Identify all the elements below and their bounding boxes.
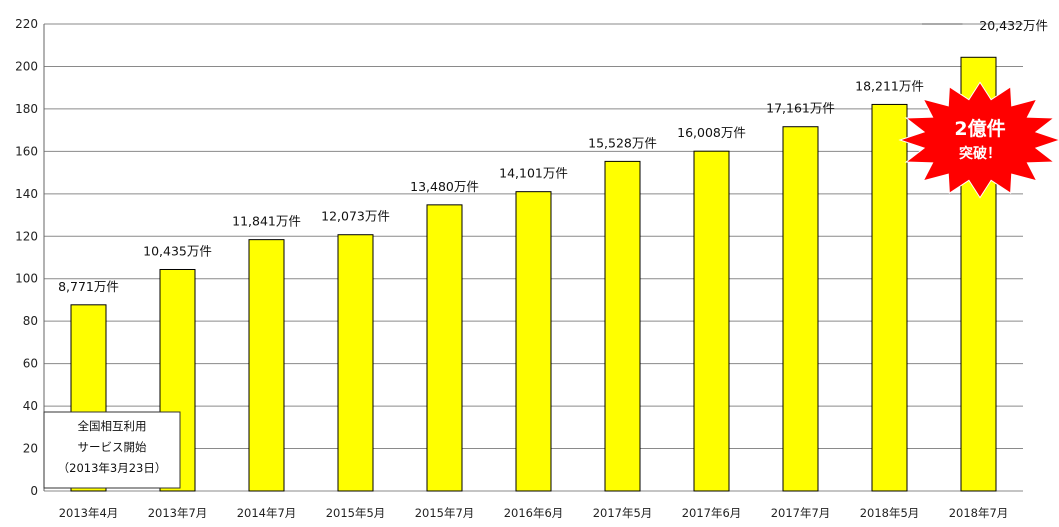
- x-axis-labels: 2013年4月 2013年7月 2014年7月 2015年5月 2015年7月 2016年…: [59, 506, 1009, 520]
- x-tick-label: 2013年4月: [59, 506, 119, 520]
- x-tick-label: 2014年7月: [237, 506, 297, 520]
- data-label: 16,008万件: [677, 125, 746, 140]
- y-tick-label: 0: [30, 484, 38, 498]
- data-label: 10,435万件: [143, 243, 212, 258]
- y-tick-label: 160: [15, 144, 38, 158]
- x-tick-label: 2018年7月: [949, 506, 1009, 520]
- x-tick-label: 2018年5月: [860, 506, 920, 520]
- y-tick-label: 100: [15, 272, 38, 286]
- note-line-1: 全国相互利用: [78, 419, 147, 433]
- y-tick-label: 80: [23, 314, 38, 328]
- note-line-3: （2013年3月23日）: [58, 461, 167, 475]
- bar: [871, 103, 908, 492]
- bar: [337, 234, 374, 492]
- data-label: 11,841万件: [232, 214, 301, 229]
- starburst-line-2: 突破！: [959, 145, 1001, 162]
- service-start-note: 全国相互利用 サービス開始 （2013年3月23日）: [43, 411, 181, 489]
- bar: [693, 150, 730, 492]
- x-tick-label: 2013年7月: [148, 506, 208, 520]
- starburst-shape: [898, 81, 1059, 199]
- x-tick-label: 2017年7月: [771, 506, 831, 520]
- y-axis: 0 20 40 60 80 100 120 140 160 180 200 220: [15, 17, 45, 498]
- y-tick-label: 180: [15, 102, 38, 116]
- y-tick-label: 200: [15, 59, 38, 73]
- data-label: 13,480万件: [410, 179, 479, 194]
- x-tick-label: 2015年7月: [415, 506, 475, 520]
- x-tick-label: 2016年6月: [504, 506, 564, 520]
- data-label: 14,101万件: [499, 166, 568, 181]
- starburst-line-1: 2億件: [954, 117, 1005, 140]
- x-tick-label: 2015年5月: [326, 506, 386, 520]
- data-label: 8,771万件: [58, 279, 119, 294]
- bar: [782, 126, 819, 492]
- data-label: 15,528万件: [588, 135, 657, 150]
- y-tick-label: 140: [15, 187, 38, 201]
- note-line-2: サービス開始: [78, 440, 147, 454]
- y-tick-label: 60: [23, 357, 38, 371]
- bar: [515, 191, 552, 492]
- data-label: 17,161万件: [766, 101, 835, 116]
- bar: [604, 160, 641, 492]
- data-label: 20,432万件: [979, 18, 1048, 33]
- x-tick-label: 2017年5月: [593, 506, 653, 520]
- data-label: 12,073万件: [321, 209, 390, 224]
- data-label: 18,211万件: [855, 78, 924, 93]
- y-tick-label: 120: [15, 229, 38, 243]
- bar: [248, 239, 285, 492]
- bars: [70, 56, 997, 492]
- y-tick-label: 40: [23, 399, 38, 413]
- y-tick-label: 20: [23, 442, 38, 456]
- data-labels: 8,771万件 10,435万件 11,841万件 12,073万件 13,480万件 1…: [58, 18, 1048, 294]
- y-tick-label: 220: [15, 17, 38, 31]
- two-hundred-million-starburst: 2億件 突破！: [898, 81, 1059, 199]
- x-tick-label: 2017年6月: [682, 506, 742, 520]
- bar: [426, 204, 463, 492]
